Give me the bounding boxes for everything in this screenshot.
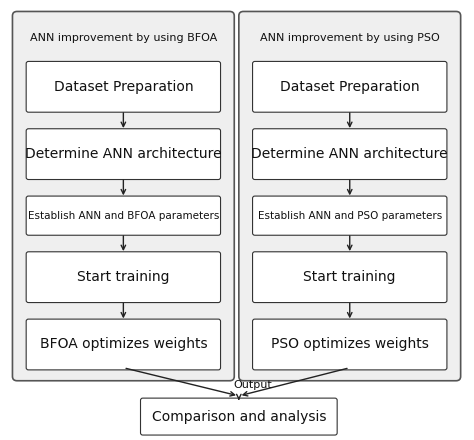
FancyBboxPatch shape — [12, 11, 234, 381]
FancyBboxPatch shape — [26, 129, 220, 180]
FancyBboxPatch shape — [253, 129, 447, 180]
Text: BFOA optimizes weights: BFOA optimizes weights — [39, 337, 207, 352]
Text: ANN improvement by using PSO: ANN improvement by using PSO — [260, 33, 439, 43]
Text: ANN improvement by using BFOA: ANN improvement by using BFOA — [30, 33, 217, 43]
Text: Start training: Start training — [303, 270, 396, 284]
Text: Dataset Preparation: Dataset Preparation — [280, 80, 419, 94]
FancyBboxPatch shape — [140, 398, 337, 435]
Text: Determine ANN architecture: Determine ANN architecture — [25, 147, 222, 161]
FancyBboxPatch shape — [253, 196, 447, 235]
Text: Start training: Start training — [77, 270, 170, 284]
Text: Establish ANN and BFOA parameters: Establish ANN and BFOA parameters — [27, 211, 219, 220]
FancyBboxPatch shape — [26, 319, 220, 370]
Text: Dataset Preparation: Dataset Preparation — [54, 80, 193, 94]
FancyBboxPatch shape — [26, 252, 220, 303]
Text: Comparison and analysis: Comparison and analysis — [152, 410, 326, 424]
FancyBboxPatch shape — [26, 196, 220, 235]
FancyBboxPatch shape — [253, 62, 447, 112]
FancyBboxPatch shape — [253, 319, 447, 370]
Text: PSO optimizes weights: PSO optimizes weights — [271, 337, 428, 352]
Text: Establish ANN and PSO parameters: Establish ANN and PSO parameters — [257, 211, 442, 220]
FancyBboxPatch shape — [26, 62, 220, 112]
FancyBboxPatch shape — [239, 11, 461, 381]
Text: Output: Output — [233, 380, 272, 390]
FancyBboxPatch shape — [253, 252, 447, 303]
Text: Determine ANN architecture: Determine ANN architecture — [251, 147, 448, 161]
